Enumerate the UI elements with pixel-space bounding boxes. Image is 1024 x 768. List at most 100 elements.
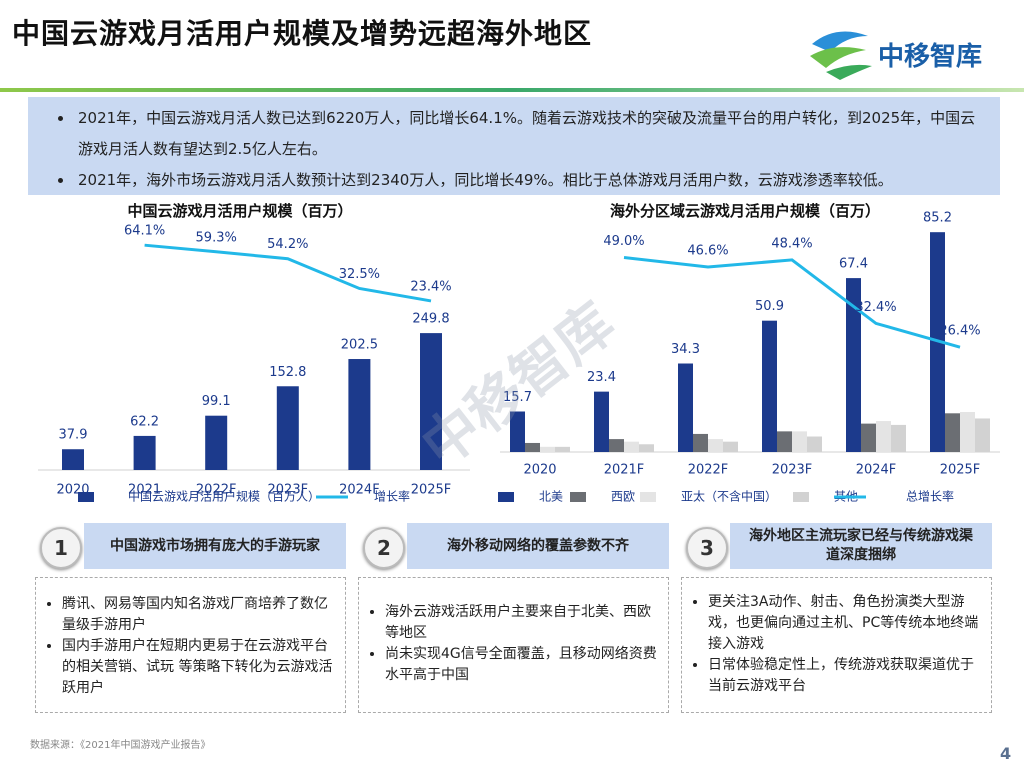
legend-swatch xyxy=(498,492,514,502)
bar xyxy=(960,412,975,452)
card-number: 3 xyxy=(686,527,728,569)
bar-label: 34.3 xyxy=(671,342,700,357)
card-box: 海外云游戏活跃用户主要来自于北美、西欧等地区 尚未实现4G信号全面覆盖，且移动网… xyxy=(358,577,669,713)
legend-label: 总增长率 xyxy=(906,489,954,504)
bar xyxy=(62,449,84,470)
x-tick-label: 2022F xyxy=(688,463,729,478)
card-heading: 海外地区主流玩家已经与传统游戏渠道深度捆绑 xyxy=(730,523,992,569)
bar xyxy=(792,431,807,452)
bar-label: 85.2 xyxy=(923,211,952,226)
bar xyxy=(624,441,639,452)
card-bullet: 海外云游戏活跃用户主要来自于北美、西欧等地区 xyxy=(385,602,658,644)
x-tick-label: 2024F xyxy=(856,463,897,478)
bar xyxy=(708,439,723,452)
card-box: 更关注3A动作、射击、角色扮演类大型游戏，也更偏向通过主机、PC等传统本地终端接… xyxy=(681,577,992,713)
bar xyxy=(846,278,861,452)
slide-title: 中国云游戏月活用户规模及增势远超海外地区 xyxy=(12,17,593,50)
line-label: 49.0% xyxy=(603,234,644,249)
legend-label: 西欧 xyxy=(611,490,635,504)
bar-label: 249.8 xyxy=(412,312,449,327)
bar-label: 62.2 xyxy=(130,414,159,429)
logo-icon xyxy=(810,31,872,80)
bar-label: 50.9 xyxy=(755,299,784,314)
bar-label: 152.8 xyxy=(269,365,306,380)
x-tick-label: 2020 xyxy=(523,463,556,478)
x-tick-label: 2025F xyxy=(411,483,452,498)
line-label: 64.1% xyxy=(124,224,165,239)
card-bullet: 腾讯、网易等国内知名游戏厂商培养了数亿量级手游用户 xyxy=(62,594,335,636)
legend-label: 中国云游戏月活用户规模（百万人） xyxy=(128,489,320,504)
x-tick-label: 2023F xyxy=(772,463,813,478)
bar xyxy=(723,441,738,452)
bar xyxy=(945,413,960,452)
line-label: 32.5% xyxy=(339,267,380,282)
legend-label: 北美 xyxy=(539,490,563,504)
line-label: 32.4% xyxy=(855,300,896,315)
bar xyxy=(678,363,693,452)
bar xyxy=(693,433,708,452)
card-heading: 中国游戏市场拥有庞大的手游玩家 xyxy=(84,523,346,569)
line xyxy=(144,243,432,303)
bar xyxy=(205,415,228,470)
charts: 中国云游戏月活用户规模（百万） 2020 2021 2022F 2023F 2024F 20… xyxy=(38,202,1000,504)
legend-swatch xyxy=(78,492,94,502)
legend-label: 亚太（不含中国） xyxy=(681,489,777,504)
legend-swatch xyxy=(793,492,809,502)
summary-box: 2021年，中国云游戏月活人数已达到6220万人，同比增长64.1%。随着云游戏… xyxy=(28,97,1000,195)
line-label: 59.3% xyxy=(196,230,237,245)
x-tick-label: 2025F xyxy=(940,463,981,478)
card-bullet: 国内手游用户在短期内更易于在云游戏平台的相关营销、试玩 等策略下转化为云游戏活跃… xyxy=(62,636,335,699)
summary-bullet: 2021年，中国云游戏月活人数已达到6220万人，同比增长64.1%。随着云游戏… xyxy=(74,103,988,165)
legend-swatch xyxy=(570,492,586,502)
card-number: 2 xyxy=(363,527,405,569)
x-tick-label: 2024F xyxy=(339,483,380,498)
card-bullet: 更关注3A动作、射击、角色扮演类大型游戏，也更偏向通过主机、PC等传统本地终端接… xyxy=(708,592,981,655)
card-heading: 海外移动网络的覆盖参数不齐 xyxy=(407,523,669,569)
line-label: 26.4% xyxy=(939,324,980,339)
legend-swatch xyxy=(640,492,656,502)
bar xyxy=(609,439,624,452)
bar-label: 23.4 xyxy=(587,370,616,385)
bar-label: 37.9 xyxy=(59,428,88,443)
card-box: 腾讯、网易等国内知名游戏厂商培养了数亿量级手游用户 国内手游用户在短期内更易于在… xyxy=(35,577,346,713)
bar xyxy=(975,418,990,452)
page-number: 4 xyxy=(1000,744,1012,763)
line-label: 23.4% xyxy=(410,279,451,294)
bar xyxy=(777,431,792,452)
x-tick-label: 2023F xyxy=(268,483,309,498)
bar-label: 15.7 xyxy=(503,390,532,405)
bar xyxy=(540,446,555,452)
bar-label: 202.5 xyxy=(341,338,378,353)
source-note: 数据来源：《2021年中国游戏产业报告》 xyxy=(30,740,211,751)
card-bullet: 日常体验稳定性上，传统游戏获取渠道优于当前云游戏平台 xyxy=(708,655,981,697)
bar xyxy=(861,423,876,452)
card-number: 1 xyxy=(40,527,82,569)
card-bullet: 尚未实现4G信号全面覆盖，且移动网络资费水平高于中国 xyxy=(385,644,658,686)
line-label: 46.6% xyxy=(687,244,728,259)
line xyxy=(623,256,961,349)
line-label: 48.4% xyxy=(771,236,812,251)
bar xyxy=(276,386,299,470)
line-label: 54.2% xyxy=(267,237,308,252)
bar xyxy=(555,446,570,452)
legend-label: 增长率 xyxy=(374,489,410,504)
bar xyxy=(876,421,891,452)
bar xyxy=(639,444,654,452)
x-tick-label: 2022F xyxy=(196,483,237,498)
bar xyxy=(525,442,540,452)
chart-title: 中国云游戏月活用户规模（百万） xyxy=(127,202,352,220)
bar xyxy=(348,359,371,470)
bar-label: 99.1 xyxy=(202,394,231,409)
logo-text: 中移智库 xyxy=(878,42,983,72)
bar xyxy=(420,333,442,470)
header-rule xyxy=(0,88,1024,92)
x-tick-label: 2021 xyxy=(128,483,161,498)
summary-bullet: 2021年，海外市场云游戏月活人数预计达到2340万人，同比增长49%。相比于总… xyxy=(74,165,988,196)
bar xyxy=(807,436,822,452)
x-tick-label: 2021F xyxy=(604,463,645,478)
bar xyxy=(762,320,777,452)
bar xyxy=(891,424,906,452)
bar xyxy=(594,391,609,452)
chart-title: 海外分区域云游戏月活用户规模（百万） xyxy=(610,202,880,220)
